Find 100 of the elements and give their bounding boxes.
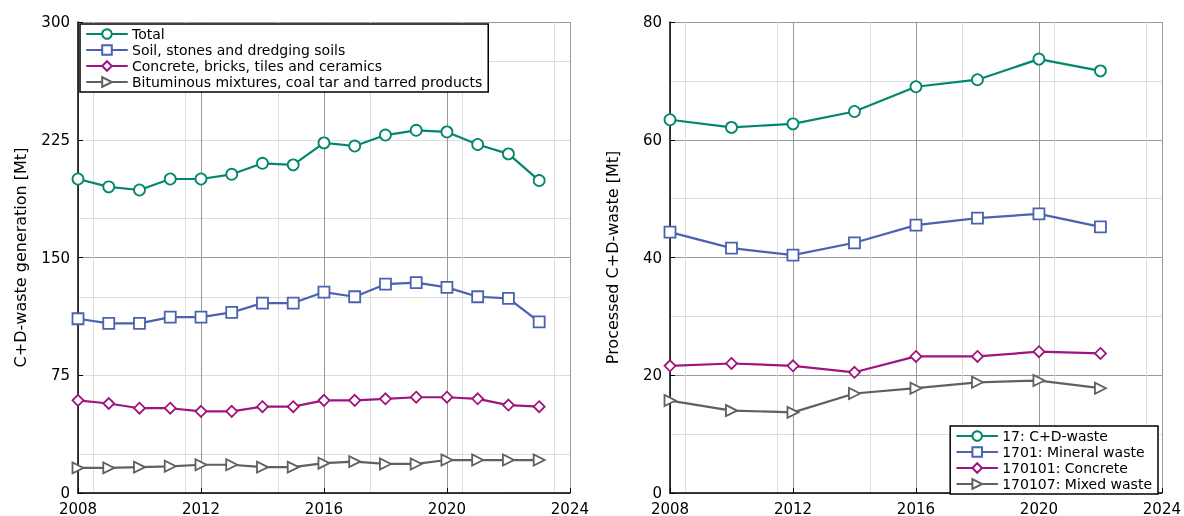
y-tick-label: 20 [642,366,662,385]
point [194,172,208,186]
point [725,404,738,417]
point [379,457,392,471]
point [471,138,485,151]
x-tick-label: 2020 [427,499,467,516]
point [225,404,239,418]
point [194,458,208,472]
point [532,453,546,467]
point [1032,345,1046,359]
point [471,453,485,467]
legend-label: Concrete, bricks, tiles and ceramics [132,58,383,74]
point [848,105,861,118]
y-tick-label: 60 [642,130,662,149]
y-tick-label: 0 [60,484,70,502]
point [502,147,515,161]
point [971,73,984,87]
point [725,357,738,370]
point [379,128,392,142]
point [194,404,208,418]
y-tick-label: 75 [50,366,70,385]
point [256,156,269,170]
point [971,350,984,363]
point [409,123,423,137]
point [286,400,300,414]
point [71,312,85,326]
point [163,172,177,186]
point [286,158,300,172]
point [102,461,116,475]
legend-label: 170101: Concrete [1002,460,1128,476]
point [1094,347,1107,360]
point [102,397,116,410]
legend-label: 17: C+D-waste [1002,428,1108,444]
point [102,317,116,330]
point [909,80,923,94]
point [133,183,146,197]
point [440,280,454,294]
point [348,455,362,468]
point [502,398,515,412]
point [725,241,738,255]
point [532,174,546,187]
point [71,461,85,475]
point [440,390,454,404]
y-tick-label: 0 [652,484,662,502]
y-axis-title: C+D-waste generation [Mt] [10,147,30,368]
point [1094,381,1107,395]
x-tick-label: 2012 [773,499,813,516]
point [502,453,515,467]
point [71,393,85,407]
point [348,139,362,153]
x-tick-label: 2020 [1019,499,1059,516]
point [971,211,984,225]
point [348,393,362,407]
point [1094,220,1107,234]
point [663,225,677,239]
legend-label: 1701: Mineral waste [1002,444,1145,460]
point [848,365,861,379]
point [848,236,861,250]
y-tick-label: 80 [642,13,662,31]
point [163,459,177,473]
point [133,317,146,330]
point [471,392,485,406]
point [1032,52,1046,66]
point [225,306,239,319]
point [1032,374,1046,387]
point [379,392,392,406]
y-tick-label: 225 [41,130,70,149]
point [133,460,146,474]
point [133,401,146,415]
point [532,315,546,329]
point [471,290,485,304]
point [909,381,923,395]
point [786,248,800,262]
legend-label: Soil, stones and dredging soils [132,42,346,58]
legend-label: Bituminous mixtures, coal tar and tarred products [132,74,483,90]
point [194,310,208,324]
x-tick-label: 2008 [650,499,690,516]
point [1094,64,1107,78]
point [225,458,239,472]
point [71,172,85,186]
point [256,400,269,414]
x-tick-label: 2008 [58,499,98,516]
point [909,350,923,363]
point [256,460,269,474]
y-tick-label: 300 [41,13,70,31]
point [409,390,423,404]
point [786,117,800,131]
y-tick-label: 150 [41,248,70,267]
point [317,136,331,150]
point [440,453,454,467]
point [317,393,331,407]
point [532,400,546,414]
y-tick-label: 40 [642,248,662,267]
point [786,405,800,419]
point [348,290,362,304]
point [102,180,116,194]
point [409,276,423,290]
legend-label: Total [131,26,165,42]
point [440,125,454,139]
point [317,456,331,470]
